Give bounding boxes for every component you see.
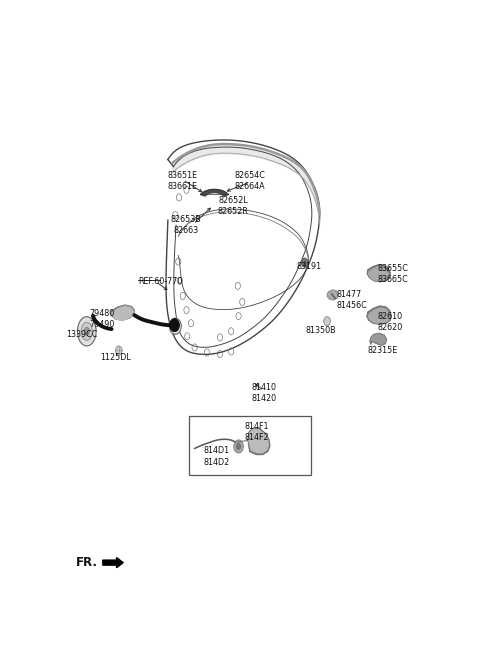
FancyBboxPatch shape: [190, 416, 311, 475]
Circle shape: [115, 346, 122, 355]
Text: 81350B: 81350B: [305, 326, 336, 335]
Circle shape: [234, 440, 243, 453]
Ellipse shape: [84, 327, 89, 335]
Polygon shape: [112, 306, 133, 320]
Text: 1125DL: 1125DL: [100, 353, 131, 362]
Text: 79480
79490: 79480 79490: [89, 309, 114, 329]
Ellipse shape: [81, 322, 92, 340]
Text: 82610
82620: 82610 82620: [378, 312, 403, 332]
Text: 1339CC: 1339CC: [66, 330, 97, 338]
Circle shape: [169, 318, 181, 335]
Ellipse shape: [77, 317, 96, 346]
Text: 82315E: 82315E: [368, 346, 398, 355]
Text: 83651E
83661E: 83651E 83661E: [168, 171, 198, 191]
Circle shape: [301, 258, 308, 267]
Polygon shape: [367, 306, 391, 324]
Polygon shape: [110, 305, 134, 320]
Polygon shape: [368, 308, 389, 323]
Polygon shape: [248, 428, 270, 455]
FancyArrow shape: [103, 558, 123, 567]
Polygon shape: [249, 429, 268, 453]
Text: 81410
81420: 81410 81420: [252, 383, 276, 403]
Polygon shape: [367, 264, 390, 282]
Text: REF.60-770: REF.60-770: [138, 277, 182, 286]
Text: 82652L
82652R: 82652L 82652R: [217, 196, 249, 216]
Text: 81477
81456C: 81477 81456C: [336, 290, 367, 310]
Text: 814D1
814D2: 814D1 814D2: [203, 447, 229, 466]
Circle shape: [236, 443, 241, 449]
Text: 83655C
83665C: 83655C 83665C: [377, 264, 408, 284]
Circle shape: [170, 319, 180, 332]
Text: 814F1
814F2: 814F1 814F2: [245, 422, 269, 442]
Circle shape: [324, 317, 330, 326]
Polygon shape: [368, 266, 388, 281]
Text: 82654C
82664A: 82654C 82664A: [234, 171, 265, 191]
Text: 82653B
82663: 82653B 82663: [170, 215, 201, 236]
Text: FR.: FR.: [76, 556, 97, 569]
Polygon shape: [201, 190, 228, 196]
Text: 83191: 83191: [297, 262, 322, 271]
Polygon shape: [327, 290, 338, 300]
Polygon shape: [370, 333, 386, 346]
